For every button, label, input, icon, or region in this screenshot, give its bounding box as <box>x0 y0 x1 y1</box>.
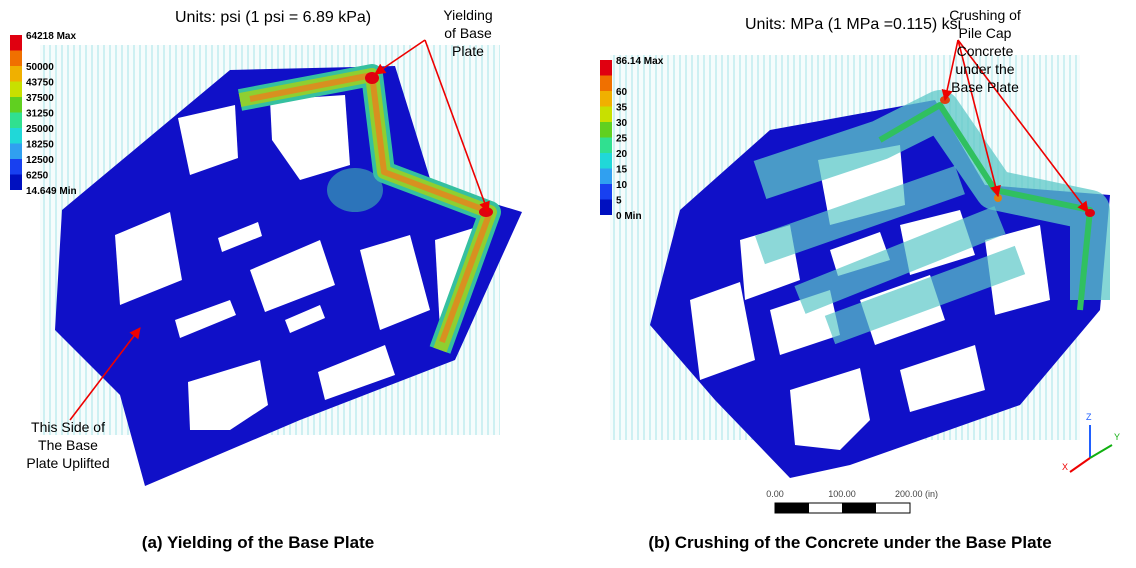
scale-label: 100.00 <box>828 489 856 499</box>
scale-label: 200.00 (in) <box>895 489 938 499</box>
annotation: Yielding <box>443 7 492 23</box>
legend-swatch <box>10 128 22 144</box>
annotation: under the <box>955 61 1014 77</box>
scale-label: 0.00 <box>766 489 784 499</box>
legend-swatch <box>10 159 22 175</box>
legend-swatch <box>10 175 22 191</box>
legend-label: 37500 <box>26 93 54 104</box>
annotation: Pile Cap <box>959 25 1012 41</box>
legend-swatch <box>600 91 612 107</box>
legend-swatch <box>600 138 612 154</box>
annotation: Plate Uplifted <box>26 455 109 471</box>
legend-swatch <box>600 153 612 169</box>
annotation: Plate <box>452 43 484 59</box>
legend-swatch <box>10 82 22 98</box>
legend-label: 64218 Max <box>26 31 76 42</box>
legend-label: 31250 <box>26 109 54 120</box>
annotation: Base Plate <box>951 79 1019 95</box>
legend-label: 35 <box>616 103 628 114</box>
legend-swatch <box>10 113 22 129</box>
legend-label: 20 <box>616 149 628 160</box>
annotation: of Base <box>444 25 492 41</box>
legend-label: 5 <box>616 196 622 207</box>
legend-label: 6250 <box>26 171 49 182</box>
legend-swatch <box>600 60 612 76</box>
legend-swatch <box>10 144 22 160</box>
legend-label: 60 <box>616 87 628 98</box>
figure: Units: psi (1 psi = 6.89 kPa) Units: MPa… <box>0 0 1136 568</box>
legend-swatch <box>10 51 22 67</box>
legend-label: 10 <box>616 180 628 191</box>
legend-label: 14.649 Min <box>26 186 77 197</box>
legend-swatch <box>600 76 612 92</box>
triad-label: X <box>1062 462 1068 472</box>
legend-label: 12500 <box>26 155 54 166</box>
units-label: Units: MPa (1 MPa =0.115) ksi <box>745 16 961 33</box>
legend-swatch <box>10 35 22 51</box>
legend-label: 0 Min <box>616 211 642 222</box>
legend-label: 43750 <box>26 78 54 89</box>
legend-label: 15 <box>616 165 628 176</box>
legend-swatch <box>600 122 612 138</box>
caption: (a) Yielding of the Base Plate <box>142 533 374 552</box>
legend-label: 18250 <box>26 140 54 151</box>
annotation: Concrete <box>957 43 1014 59</box>
legend-label: 25 <box>616 134 628 145</box>
legend-label: 25000 <box>26 124 54 135</box>
triad-label: Y <box>1114 432 1120 442</box>
annotation: The Base <box>38 437 98 453</box>
annotation: Crushing of <box>949 7 1021 23</box>
legend-swatch <box>600 107 612 123</box>
legend-swatch <box>10 66 22 82</box>
legend-swatch <box>600 200 612 216</box>
legend-swatch <box>600 169 612 185</box>
legend-label: 86.14 Max <box>616 56 664 67</box>
legend-label: 30 <box>616 118 628 129</box>
units-label: Units: psi (1 psi = 6.89 kPa) <box>175 9 371 26</box>
triad-label: Z <box>1086 412 1092 422</box>
scale-bar <box>775 503 910 513</box>
legend-swatch <box>600 184 612 200</box>
legend-label: 50000 <box>26 62 54 73</box>
annotation: This Side of <box>31 419 105 435</box>
caption: (b) Crushing of the Concrete under the B… <box>648 533 1051 552</box>
legend-swatch <box>10 97 22 113</box>
